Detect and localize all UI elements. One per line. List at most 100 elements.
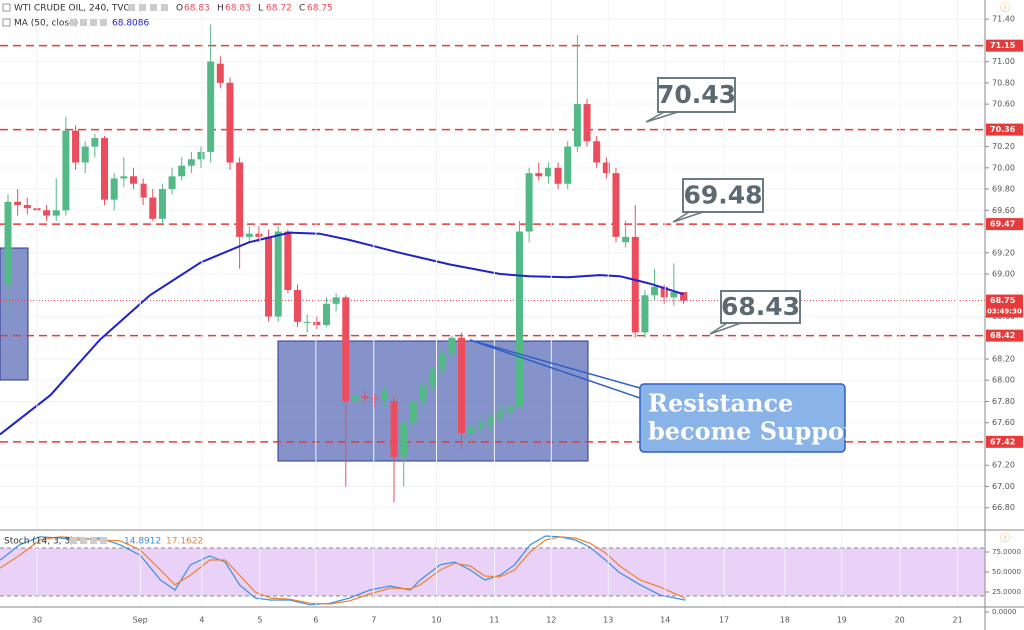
candle-body — [641, 295, 649, 333]
main-pane — [0, 18, 985, 509]
candle-body — [197, 151, 205, 160]
y-tick-label: 66.80 — [992, 503, 1015, 512]
candle-body — [342, 297, 350, 402]
stoch-d-value: 17.1622 — [166, 537, 203, 547]
candle-body — [313, 321, 321, 326]
collapse-icon[interactable] — [2, 18, 11, 27]
candle-body — [129, 176, 137, 184]
candle-body — [120, 176, 128, 179]
level-tag — [986, 329, 1023, 342]
stoch-y-tick-label: 75.0000 — [992, 548, 1021, 556]
header-icons — [70, 537, 107, 544]
candle-body — [467, 428, 475, 434]
candle-body — [139, 183, 147, 198]
y-tick-label: 69.80 — [992, 185, 1015, 194]
x-tick-label: 13 — [603, 616, 613, 625]
candle-body — [236, 162, 244, 237]
note-pointer — [469, 339, 641, 389]
candle-body — [544, 167, 552, 177]
ohlc-label: O — [176, 4, 183, 14]
note-text: Resistance — [648, 389, 793, 418]
candle-body — [52, 210, 60, 216]
x-tick-label: 7 — [371, 616, 376, 625]
header-icons — [128, 4, 168, 11]
stoch-band — [0, 548, 985, 596]
zone-box — [0, 247, 29, 381]
note-text: become Support — [648, 417, 868, 446]
alert-icon[interactable]: ⓘ — [1000, 2, 1010, 14]
x-tick-label: 18 — [780, 616, 790, 625]
candle-body — [62, 130, 70, 211]
candle-body — [458, 337, 466, 434]
candle-body — [448, 337, 456, 354]
last-price-label: 68.75 — [990, 296, 1016, 305]
collapse-icon[interactable] — [2, 3, 11, 12]
stoch-y-tick-label: 25.0000 — [992, 588, 1021, 596]
candle-body — [593, 141, 601, 163]
level-tag — [986, 218, 1023, 231]
candle-body — [525, 173, 533, 232]
callout-pointer — [672, 211, 704, 223]
level-tag — [986, 435, 1023, 448]
candle-body — [380, 390, 388, 400]
x-tick-label: 10 — [431, 616, 441, 625]
symbol-title: WTI CRUDE OIL, 240, TVC — [14, 4, 130, 14]
level-tag — [986, 39, 1023, 52]
candle-body — [506, 406, 514, 413]
x-tick-label: 21 — [952, 616, 962, 625]
y-tick-label: 68.00 — [992, 376, 1015, 385]
y-tick-label: 70.00 — [992, 163, 1015, 172]
y-tick-label: 67.00 — [992, 482, 1015, 491]
candle-body — [265, 236, 273, 317]
y-tick-label: 70.20 — [992, 142, 1015, 151]
x-tick-label: 20 — [895, 616, 905, 625]
candle-body — [168, 176, 176, 190]
stoch-k-value: 14.8912 — [124, 537, 161, 547]
y-tick-label: 67.80 — [992, 397, 1015, 406]
candle-body — [564, 146, 572, 184]
candle-body — [91, 138, 99, 147]
candle-body — [81, 146, 89, 163]
candle-body — [631, 236, 639, 333]
candle-body — [651, 286, 659, 296]
ohlc-value: 68.72 — [266, 4, 292, 14]
stoch-y-tick-label: 50.0000 — [992, 568, 1021, 576]
candle-body — [43, 210, 51, 216]
alert-icon[interactable]: ⓘ — [1000, 532, 1010, 544]
ohlc-label: L — [258, 4, 263, 14]
stoch-pane — [0, 535, 985, 606]
candle-body — [110, 178, 118, 200]
candle-body — [535, 173, 543, 177]
level-label: 70.36 — [990, 125, 1016, 134]
stoch-title: Stoch (14, 3, 3) — [4, 537, 74, 547]
candle-body — [477, 422, 485, 429]
level-tag — [986, 123, 1023, 136]
candle-body — [216, 63, 224, 83]
callout-box — [657, 77, 736, 113]
x-tick-label: 14 — [660, 616, 670, 625]
callout-box — [720, 290, 801, 324]
candle-body — [322, 303, 330, 326]
y-tick-label: 71.00 — [992, 57, 1015, 66]
plot-area — [0, 0, 985, 607]
x-tick-label: 11 — [489, 616, 499, 625]
zone-box — [277, 340, 589, 462]
callout-pointer — [709, 322, 742, 335]
y-tick-label: 69.20 — [992, 248, 1015, 257]
note-pointer — [469, 339, 641, 399]
candle-body — [602, 162, 610, 174]
x-tick-label: 5 — [257, 616, 262, 625]
candle-body — [178, 165, 186, 177]
candle-body — [207, 61, 215, 152]
candle-body — [419, 385, 427, 402]
y-tick-label: 70.80 — [992, 78, 1015, 87]
callout-text: 70.43 — [657, 80, 736, 109]
candle-body — [14, 201, 22, 205]
candle-body — [245, 233, 253, 237]
candle-body — [4, 201, 12, 285]
candle-body — [361, 396, 369, 399]
candle-body — [274, 231, 282, 317]
level-label: 68.42 — [990, 331, 1015, 340]
